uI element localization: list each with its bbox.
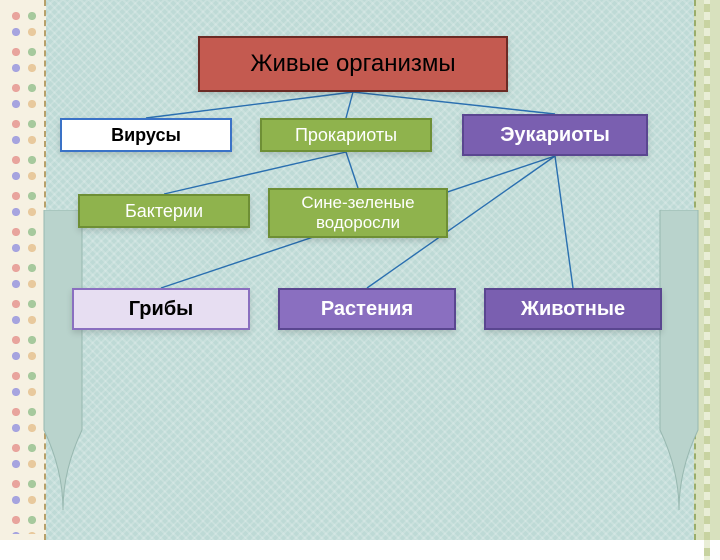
node-plants: Растения	[278, 288, 456, 330]
node-cyano: Сине-зеленые водоросли	[268, 188, 448, 238]
node-animals: Животные	[484, 288, 662, 330]
node-label: Животные	[521, 298, 625, 321]
node-label: Бактерии	[125, 201, 203, 222]
node-label: Вирусы	[111, 125, 181, 146]
node-root: Живые организмы	[198, 36, 508, 92]
node-label: Эукариоты	[500, 124, 610, 147]
node-label: Растения	[321, 298, 413, 321]
node-eukaryotes: Эукариоты	[462, 114, 648, 156]
node-prokaryotes: Прокариоты	[260, 118, 432, 152]
ribbon-right-icon	[656, 210, 702, 510]
node-label: Прокариоты	[295, 125, 397, 146]
node-fungi: Грибы	[72, 288, 250, 330]
node-label: Сине-зеленые водоросли	[276, 193, 440, 232]
node-label: Грибы	[129, 298, 194, 321]
ribbon-left-icon	[40, 210, 86, 510]
node-viruses: Вирусы	[60, 118, 232, 152]
node-label: Живые организмы	[250, 50, 455, 78]
node-bacteria: Бактерии	[78, 194, 250, 228]
